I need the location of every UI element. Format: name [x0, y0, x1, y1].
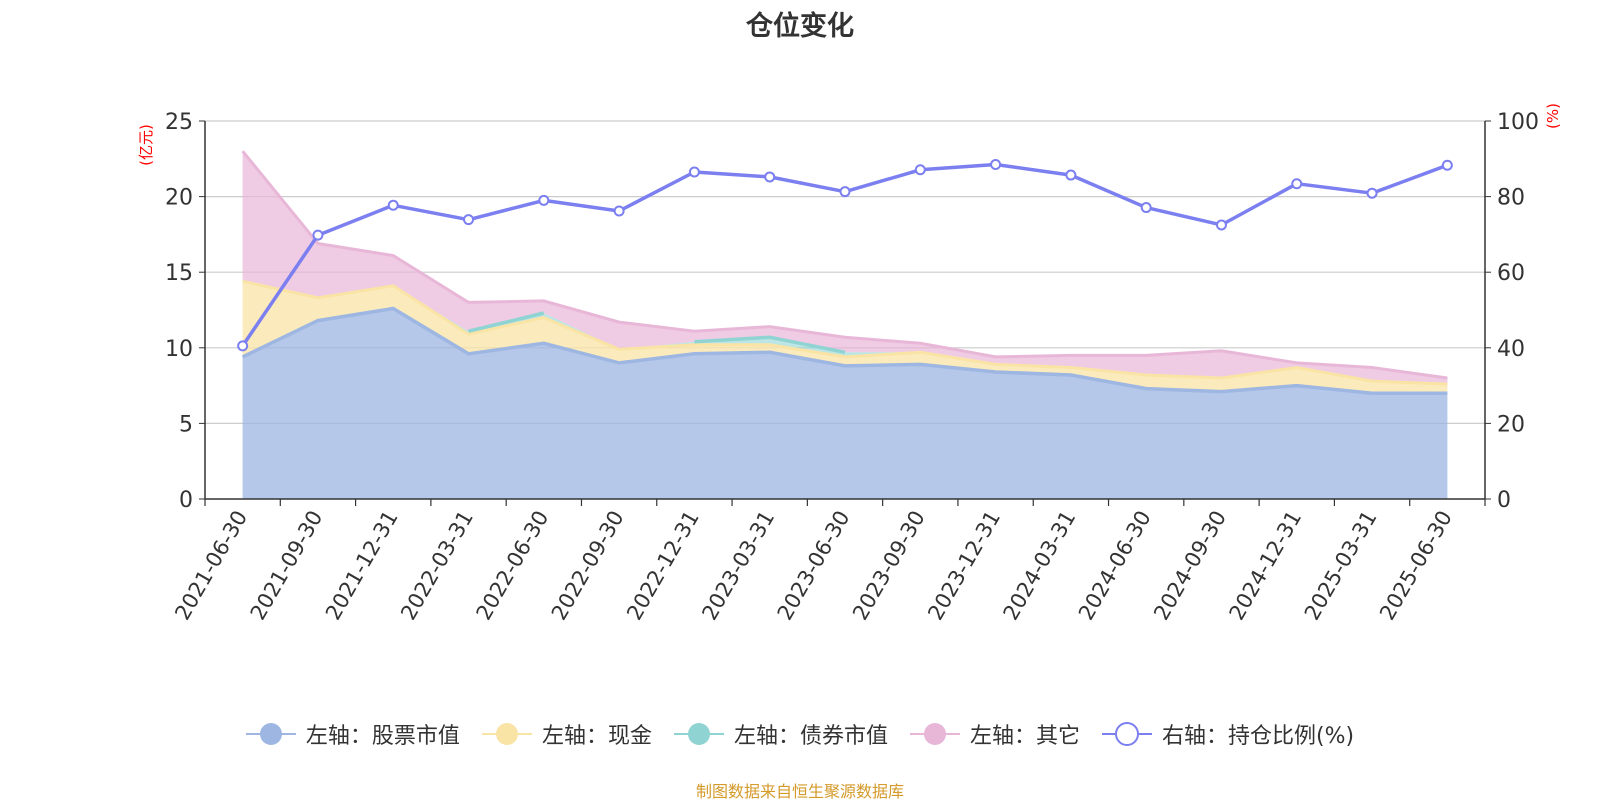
legend-item-ratio[interactable]: 右轴：持仓比例(%) — [1101, 718, 1355, 750]
left-axis-tick-label: 0 — [179, 488, 193, 513]
legend-item-other[interactable]: 左轴：其它 — [909, 718, 1080, 750]
left-axis-tick-label: 15 — [165, 261, 193, 286]
x-axis-tick-label: 2023-06-30 — [773, 507, 855, 625]
x-axis-tick-label: 2021-09-30 — [246, 506, 328, 624]
left-axis-tick-label: 10 — [165, 337, 193, 362]
right-axis-tick-label: 80 — [1497, 186, 1525, 211]
x-axis-tick-label: 2021-06-30 — [170, 506, 252, 624]
ratio-point — [1065, 169, 1077, 181]
legend-item-stock[interactable]: 左轴：股票市值 — [245, 718, 460, 750]
legend-label: 左轴：股票市值 — [305, 724, 460, 749]
bond-series-line — [468, 311, 846, 355]
ratio-point — [387, 199, 399, 211]
filled-circle-icon — [481, 723, 532, 745]
x-axis-tick-label: 2021-12-31 — [321, 506, 403, 624]
right-axis-unit: (%) — [1544, 103, 1562, 129]
x-axis-tick-label: 2022-12-31 — [622, 506, 704, 624]
ratio-line-layer — [237, 158, 1453, 352]
stock-area — [242, 308, 1448, 499]
ratio-point — [613, 205, 625, 217]
x-axis-tick-label: 2025-03-31 — [1300, 507, 1382, 625]
x-axis-tick-label: 2024-03-31 — [999, 507, 1081, 625]
x-axis-tick-label: 2022-09-30 — [547, 506, 629, 624]
legend-label: 左轴：现金 — [541, 724, 652, 749]
other-series-line — [241, 150, 1448, 380]
cash-area — [242, 281, 1448, 394]
x-axis-tick-label: 2024-12-31 — [1225, 507, 1307, 625]
ratio-point — [538, 194, 550, 206]
ratio-point — [463, 214, 475, 226]
right-axis-tick-label: 60 — [1497, 261, 1525, 286]
data-source-note: 制图数据来自恒生聚源数据库 — [695, 782, 904, 801]
ratio-point — [237, 340, 249, 352]
ratio-point — [312, 229, 324, 241]
ratio-point — [1140, 202, 1152, 214]
legend-label: 左轴：其它 — [969, 724, 1080, 749]
x-axis-tick-label: 2022-03-31 — [396, 506, 478, 624]
legend-label: 左轴：债券市值 — [733, 724, 888, 749]
ratio-point — [764, 171, 776, 183]
right-axis-tick-label: 0 — [1497, 488, 1511, 513]
ratio-point — [1366, 187, 1378, 199]
ratio-point — [1291, 178, 1303, 190]
x-axis-tick-label: 2023-09-30 — [848, 507, 930, 625]
cash-series-line — [242, 279, 1448, 386]
filled-circle-icon — [673, 723, 724, 745]
legend: 左轴：股票市值 左轴：现金 左轴：债券市值 左轴：其它 右轴：持仓比例(%) — [0, 718, 1600, 750]
x-axis-tick-label: 2023-03-31 — [697, 506, 779, 624]
ratio-point — [914, 164, 926, 176]
right-axis-tick-label: 40 — [1497, 337, 1525, 362]
left-axis-unit: (亿元) — [137, 124, 155, 166]
x-axis-tick-label: 2024-06-30 — [1074, 507, 1156, 625]
legend-item-bond[interactable]: 左轴：债券市值 — [673, 718, 888, 750]
filled-circle-icon — [909, 723, 960, 745]
legend-item-cash[interactable]: 左轴：现金 — [481, 718, 652, 750]
stacked-areas — [241, 150, 1448, 499]
x-axis-tick-label: 2024-09-30 — [1149, 507, 1231, 625]
ratio-point — [688, 166, 700, 178]
left-axis-tick-label: 5 — [179, 412, 193, 437]
ratio-point — [1441, 159, 1453, 171]
right-axis-tick-label: 20 — [1497, 412, 1525, 437]
right-axis-tick-label: 100 — [1497, 110, 1539, 135]
legend-label: 右轴：持仓比例(%) — [1161, 724, 1355, 749]
x-axis-tick-label: 2022-06-30 — [472, 506, 554, 624]
chart-title: 仓位变化 — [746, 11, 854, 42]
ratio-point — [1215, 219, 1227, 231]
left-axis-tick-label: 20 — [165, 186, 193, 211]
x-axis-tick-label: 2025-06-30 — [1375, 507, 1457, 625]
filled-circle-icon — [245, 723, 296, 745]
x-axis-tick-label: 2023-12-31 — [923, 507, 1005, 625]
ratio-point — [990, 158, 1002, 170]
stock-series-line — [241, 306, 1448, 395]
left-axis-tick-label: 25 — [165, 110, 193, 135]
hollow-circle-icon — [1101, 722, 1152, 746]
ratio-point — [839, 186, 851, 198]
